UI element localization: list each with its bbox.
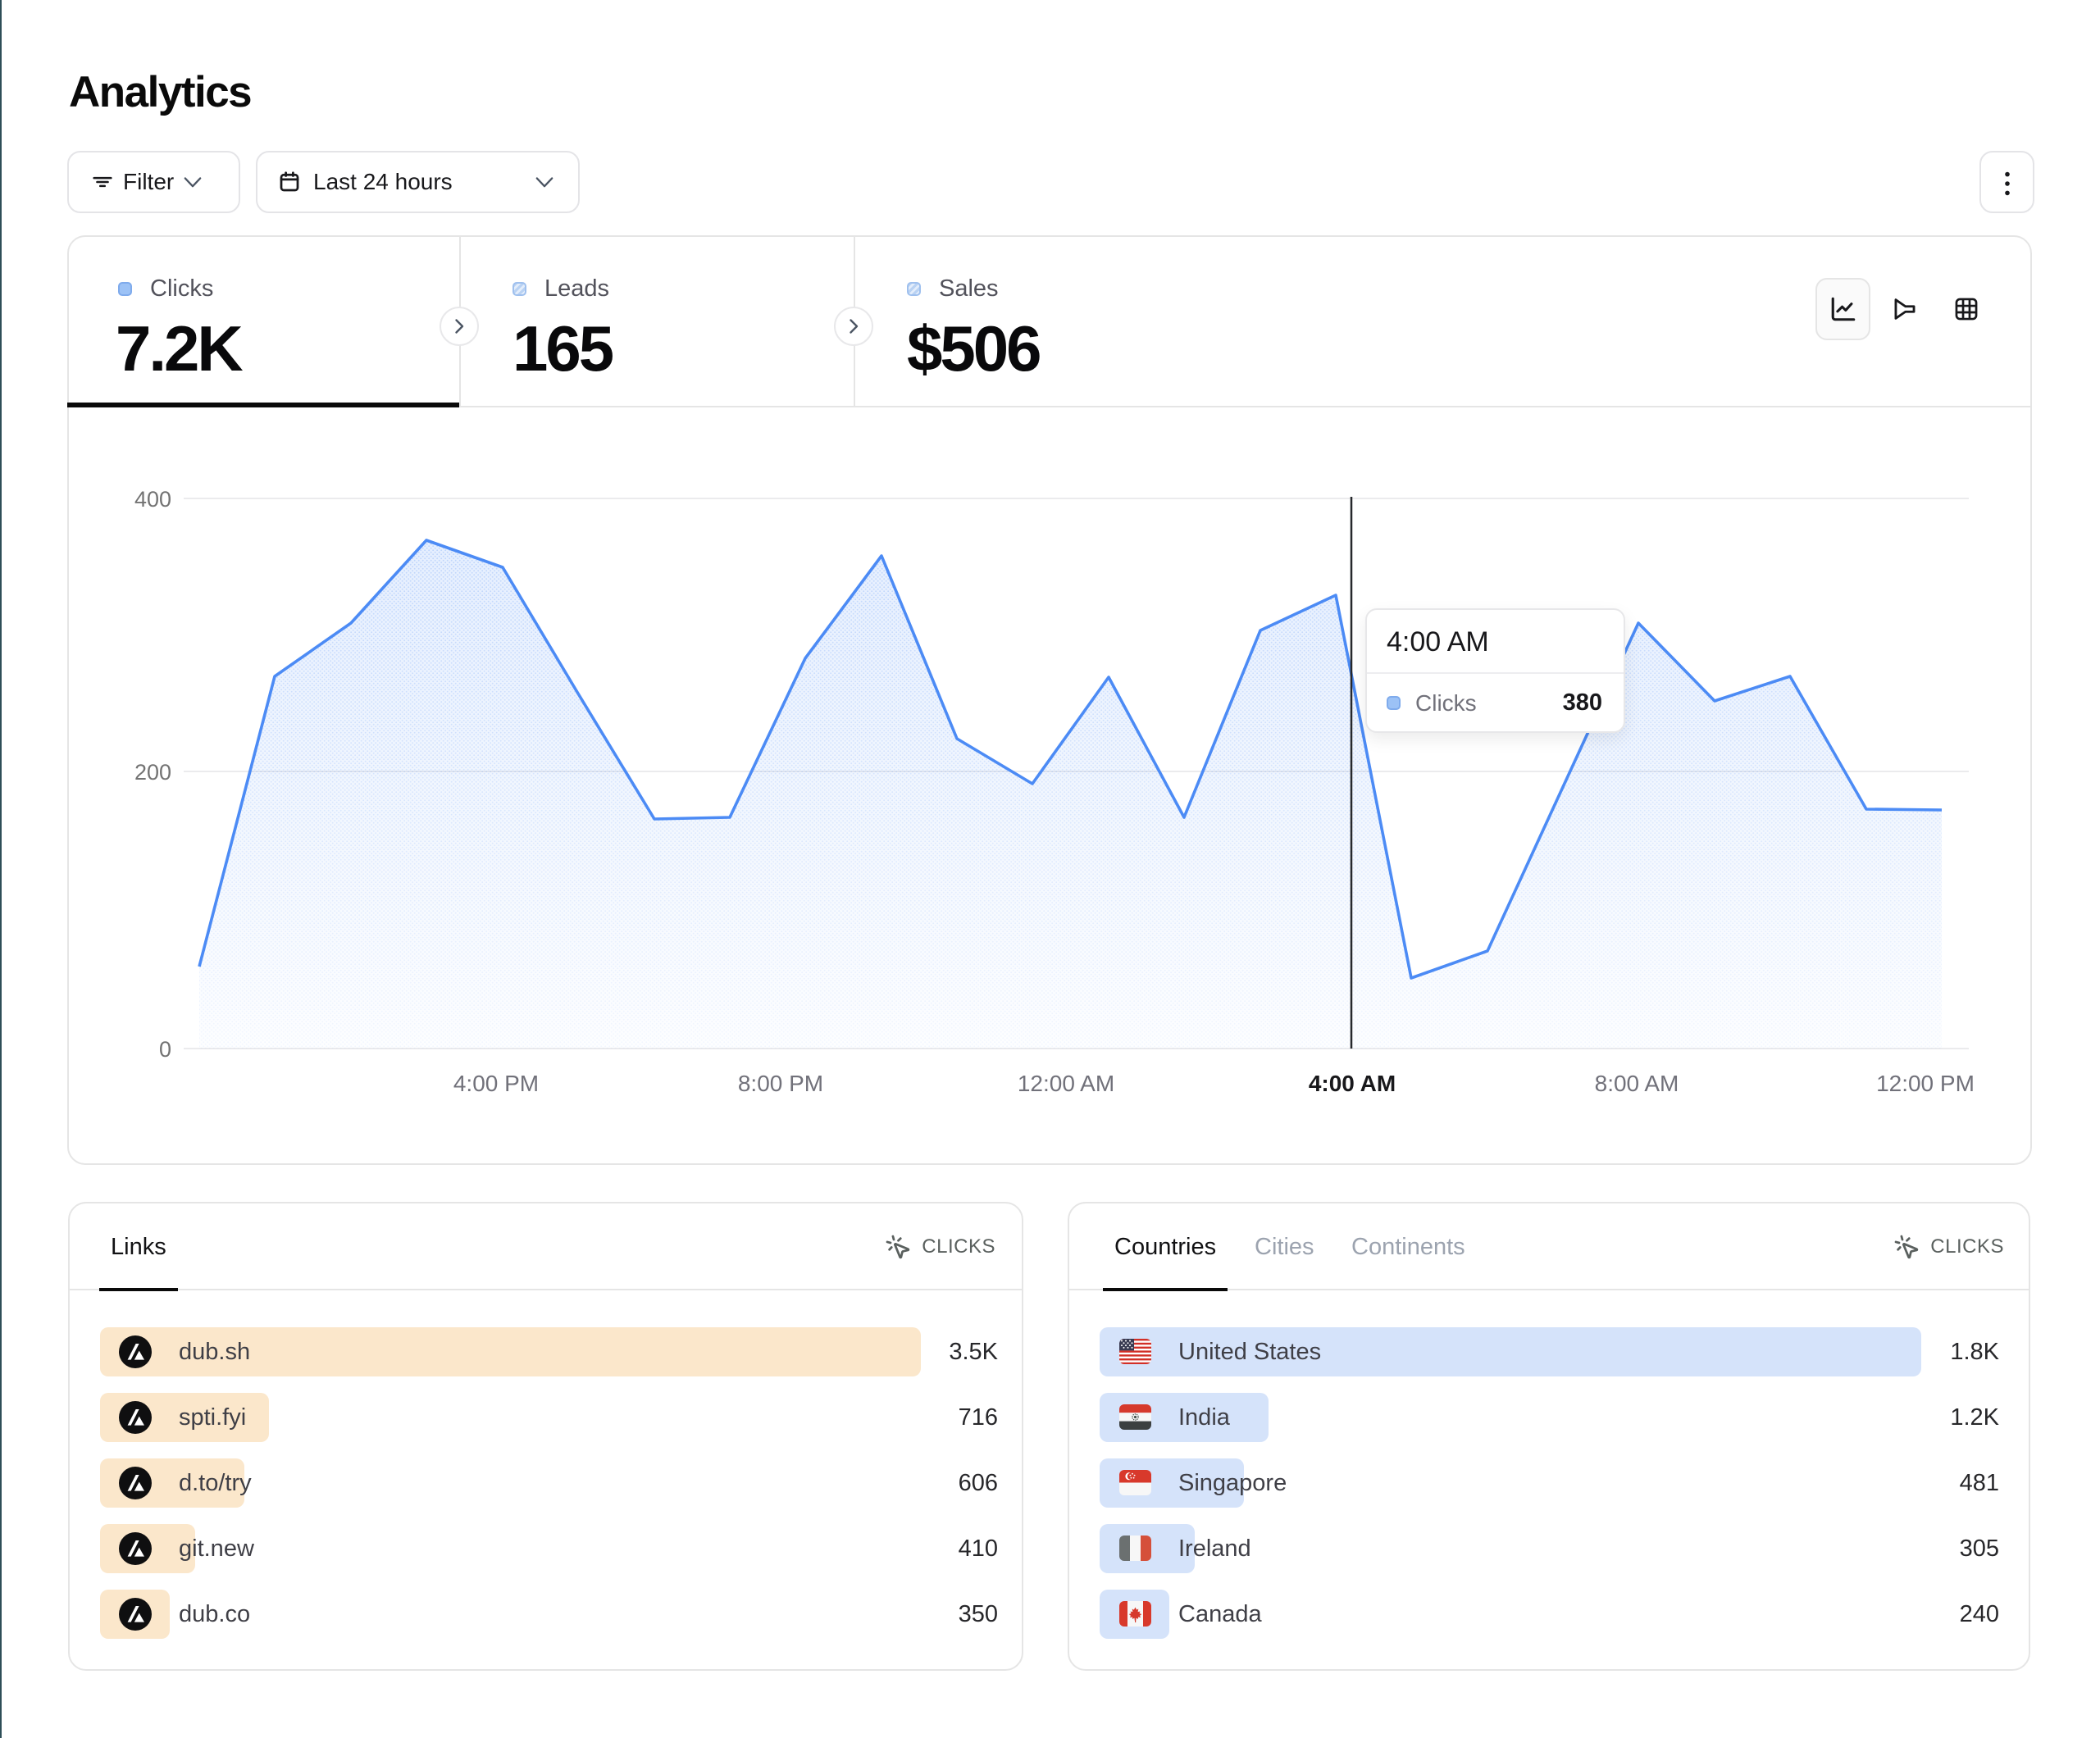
svg-text:8:00 PM: 8:00 PM: [738, 1071, 823, 1096]
svg-text:200: 200: [134, 760, 171, 785]
svg-text:12:00 AM: 12:00 AM: [1018, 1071, 1114, 1096]
svg-text:0: 0: [159, 1037, 171, 1062]
svg-text:4:00 AM: 4:00 AM: [1309, 1071, 1396, 1096]
svg-text:12:00 PM: 12:00 PM: [1876, 1071, 1975, 1096]
svg-text:400: 400: [134, 487, 171, 512]
svg-text:8:00 AM: 8:00 AM: [1595, 1071, 1679, 1096]
svg-text:4:00 PM: 4:00 PM: [453, 1071, 539, 1096]
